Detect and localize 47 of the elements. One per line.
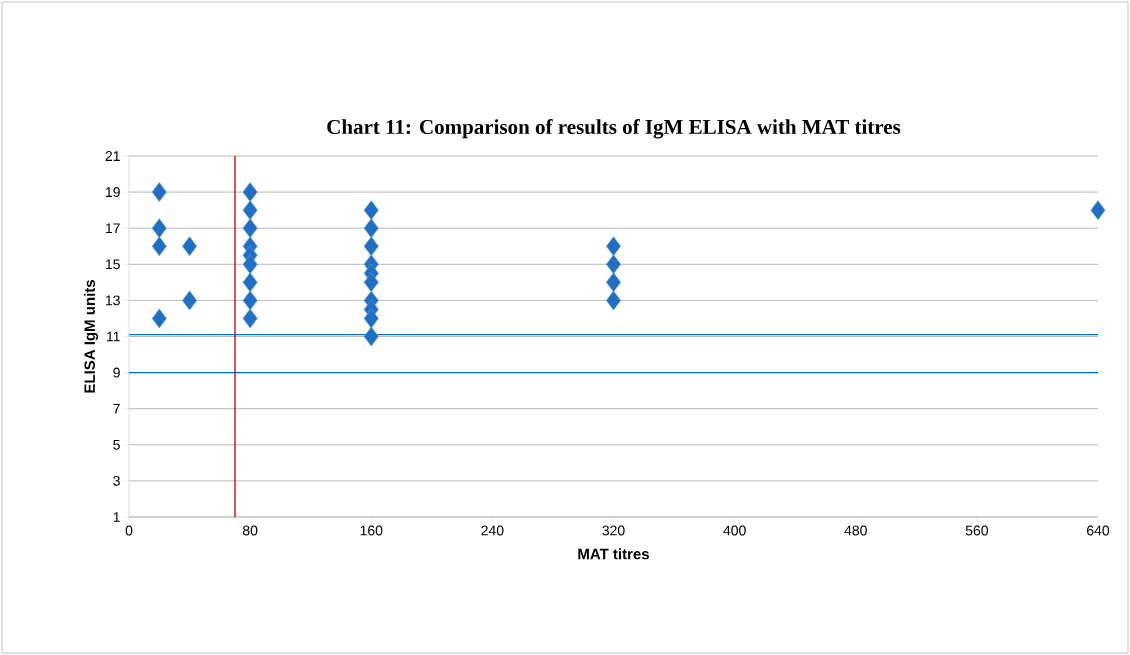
point xyxy=(182,290,197,311)
y-tick-label: 1 xyxy=(113,512,120,522)
y-axis-title: ELISA IgM units xyxy=(83,280,99,393)
y-tick-label: 9 xyxy=(113,367,120,378)
point xyxy=(363,272,379,293)
point xyxy=(242,200,258,220)
x-tick-label: 80 xyxy=(242,525,258,536)
point xyxy=(363,326,379,347)
point xyxy=(182,236,197,257)
point xyxy=(1090,200,1106,220)
y-tick-label: 11 xyxy=(107,331,120,342)
point xyxy=(606,272,621,293)
x-tick-label: 560 xyxy=(965,525,988,536)
point xyxy=(151,182,167,202)
y-tick-label: 21 xyxy=(105,151,120,161)
x-tick-label: 480 xyxy=(844,525,867,536)
x-axis-title: MAT titres xyxy=(578,548,649,560)
point xyxy=(363,236,379,257)
y-tick-label: 15 xyxy=(105,259,120,270)
point xyxy=(242,218,258,238)
x-tick-label: 400 xyxy=(723,525,746,536)
chart-title: Chart 11: Comparison of results of IgM ELISA with MAT titres xyxy=(327,119,901,139)
y-tick-label: 19 xyxy=(105,187,120,198)
y-tick-label: 13 xyxy=(105,295,120,306)
x-tick-label: 240 xyxy=(481,525,504,536)
point xyxy=(606,254,621,275)
y-tick-label: 5 xyxy=(113,439,120,450)
point xyxy=(242,254,258,275)
x-tick-label: 640 xyxy=(1087,525,1110,536)
x-tick-label: 160 xyxy=(360,525,383,536)
y-tick-label: 7 xyxy=(113,403,120,414)
point xyxy=(151,218,167,238)
point xyxy=(242,290,258,311)
point xyxy=(242,182,258,202)
y-tick-label: 3 xyxy=(113,475,120,486)
x-tick-label: 320 xyxy=(602,525,625,536)
point xyxy=(242,272,258,293)
y-tick-label: 17 xyxy=(105,223,120,234)
point xyxy=(363,218,379,238)
point xyxy=(363,200,379,220)
point xyxy=(363,308,379,329)
point xyxy=(242,308,258,329)
point xyxy=(151,308,167,329)
point xyxy=(606,236,621,257)
point xyxy=(151,236,167,257)
x-tick-label: 0 xyxy=(125,525,133,536)
point xyxy=(606,290,621,311)
